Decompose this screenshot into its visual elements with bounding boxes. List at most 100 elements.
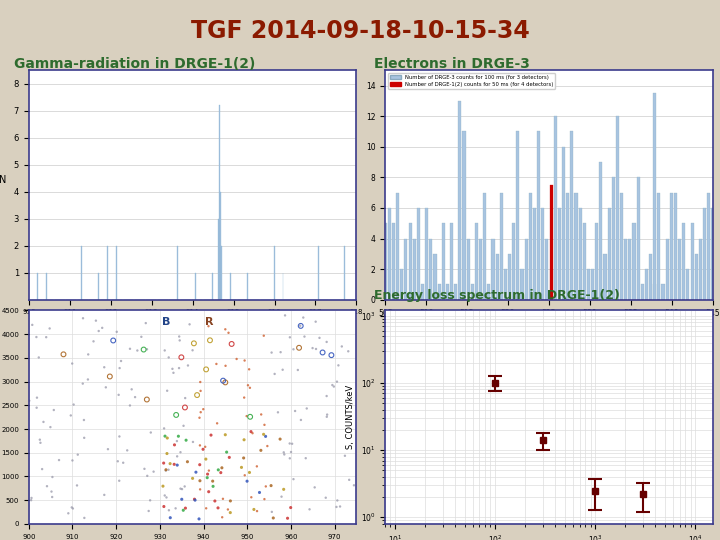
Point	[175, 484, 186, 493]
Bar	[632, 223, 636, 300]
Bar	[636, 177, 639, 300]
Point	[115, 357, 127, 366]
Bar	[388, 208, 391, 300]
Point	[71, 481, 83, 490]
Point	[157, 482, 168, 490]
Bar	[686, 269, 690, 300]
Point	[126, 385, 138, 394]
Point	[239, 356, 251, 365]
Point	[186, 474, 198, 483]
Point	[212, 504, 224, 512]
Point	[256, 410, 267, 419]
Point	[202, 470, 213, 478]
Point	[266, 508, 278, 516]
Bar	[525, 239, 528, 300]
Point	[78, 514, 90, 522]
Point	[161, 493, 172, 502]
Point	[124, 401, 135, 410]
Point	[141, 345, 153, 354]
Point	[246, 493, 257, 502]
Point	[168, 368, 179, 377]
Bar	[282, 273, 284, 300]
Point	[238, 435, 250, 444]
Bar	[554, 116, 557, 300]
Point	[178, 506, 189, 515]
Bar	[624, 239, 627, 300]
Point	[114, 364, 125, 373]
Point	[66, 503, 78, 512]
Point	[33, 353, 45, 362]
Point	[112, 457, 124, 465]
Bar	[218, 219, 219, 300]
Bar	[703, 208, 706, 300]
Point	[178, 422, 189, 430]
Point	[179, 403, 191, 412]
Bar	[429, 239, 433, 300]
Y-axis label: S, COUNTS/keV: S, COUNTS/keV	[346, 385, 355, 449]
Point	[122, 446, 133, 455]
Point	[348, 481, 360, 490]
Point	[125, 345, 136, 353]
Point	[295, 322, 307, 330]
Point	[184, 320, 195, 329]
Point	[180, 436, 192, 444]
Point	[200, 455, 212, 463]
Bar	[653, 93, 657, 300]
Point	[46, 492, 58, 501]
Point	[235, 463, 247, 472]
Bar	[616, 116, 619, 300]
Bar	[46, 273, 47, 300]
Point	[203, 466, 215, 475]
Point	[225, 497, 236, 505]
Point	[25, 496, 37, 504]
Bar	[566, 193, 570, 300]
Point	[158, 502, 170, 511]
Point	[197, 445, 209, 454]
Point	[111, 327, 122, 336]
Point	[24, 396, 35, 405]
Point	[287, 440, 298, 448]
Bar	[549, 269, 553, 300]
Bar	[421, 285, 424, 300]
Point	[239, 471, 251, 480]
Point	[72, 450, 84, 459]
Point	[197, 405, 209, 414]
Bar	[495, 254, 499, 300]
Point	[189, 496, 201, 504]
Point	[175, 448, 186, 456]
Point	[343, 347, 354, 356]
Point	[46, 487, 58, 496]
Text: TGF 2014-09-18-10-15-34: TGF 2014-09-18-10-15-34	[191, 19, 529, 43]
Point	[145, 428, 156, 437]
Point	[194, 441, 206, 450]
Point	[276, 492, 287, 501]
Bar	[678, 239, 681, 300]
Bar	[629, 239, 631, 300]
Point	[174, 336, 186, 345]
Point	[189, 495, 200, 503]
Bar	[408, 223, 412, 300]
Point	[203, 488, 215, 496]
Bar	[446, 285, 449, 300]
Bar	[195, 273, 196, 300]
Bar	[116, 246, 117, 300]
Point	[77, 314, 89, 322]
Point	[163, 353, 174, 362]
Bar	[450, 223, 453, 300]
Point	[247, 429, 258, 437]
Point	[161, 449, 173, 458]
Point	[293, 343, 305, 352]
Point	[288, 475, 300, 483]
Point	[166, 364, 178, 373]
Bar	[107, 246, 108, 300]
Point	[304, 505, 315, 514]
Point	[226, 340, 238, 348]
Point	[278, 485, 289, 494]
Bar	[459, 101, 462, 300]
Point	[168, 441, 180, 449]
Bar	[528, 193, 532, 300]
Point	[215, 468, 227, 477]
Point	[31, 393, 42, 402]
Bar	[657, 193, 660, 300]
Bar	[674, 193, 677, 300]
